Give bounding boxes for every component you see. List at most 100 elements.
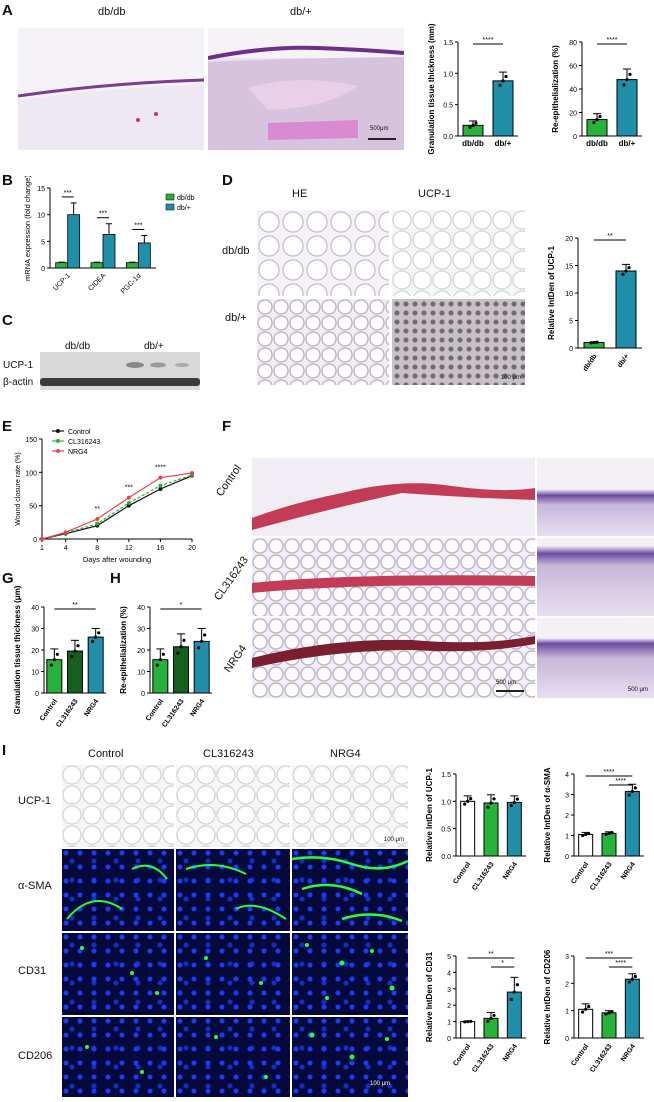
x-tick-label: CL316243 — [161, 698, 186, 729]
data-point — [63, 530, 68, 535]
sig-label: **** — [483, 37, 494, 44]
sig-label: *** — [605, 951, 613, 958]
bar — [152, 659, 169, 694]
data-point — [471, 123, 475, 127]
y-tick-label: 0 — [565, 1036, 569, 1043]
y-axis-label: Granulation tissue thickness (μm) — [13, 585, 22, 714]
y-tick-label: 3 — [565, 793, 569, 800]
data-point — [630, 789, 634, 794]
y-tick-label: 0 — [141, 691, 145, 698]
bar — [578, 1008, 594, 1039]
data-point — [463, 1020, 467, 1024]
data-point — [627, 980, 631, 984]
y-tick-label: 4 — [565, 772, 569, 779]
y-tick-label: 0 — [573, 134, 577, 141]
y-tick-label: 10 — [137, 670, 145, 677]
chart-mrna-expression: 0 5 10 15 mRNA expression (fold change) UCP-1… — [23, 176, 195, 295]
panel-c-row-ucp1: UCP-1 — [3, 360, 34, 371]
y-tick-label: 20 — [31, 648, 39, 655]
y-tick-label: 10 — [31, 670, 39, 677]
y-tick-label: 15 — [565, 264, 573, 271]
panel-a-label-dbplus: db/+ — [290, 6, 312, 18]
bar — [624, 978, 640, 1039]
sig-label: *** — [125, 485, 133, 492]
y-tick-label: 1 — [565, 1009, 569, 1016]
y-tick-label: 20 — [137, 648, 145, 655]
bar — [87, 636, 104, 694]
y-tick-label: 40 — [31, 605, 39, 612]
chart-granulation-dbdb: 0.0 0.5 1.0 1.5 Granulation tissue thickness… — [427, 23, 518, 155]
legend-label: Control — [68, 429, 91, 436]
y-tick-label: 150 — [25, 437, 37, 444]
blot-bands — [40, 362, 200, 386]
sig-label: * — [501, 960, 504, 967]
x-tick-label: PGC-1α — [120, 272, 143, 295]
x-tick-label: db/+ — [617, 353, 631, 369]
bar — [46, 659, 63, 694]
data-point — [587, 831, 591, 836]
panel-i-cd206-control — [62, 1017, 174, 1097]
data-point — [584, 832, 588, 837]
bar — [586, 119, 608, 137]
data-point — [158, 487, 163, 491]
legend-label: db/db — [177, 195, 195, 202]
panel-i-cd31-control — [62, 933, 174, 1015]
data-point — [512, 990, 516, 994]
green-signal — [309, 1032, 389, 1060]
x-tick-label: NRG4 — [620, 1043, 637, 1063]
panel-d-row-dbplus: db/+ — [225, 312, 247, 324]
bar — [624, 790, 640, 857]
sig-label: **** — [604, 769, 615, 776]
data-point — [515, 983, 519, 987]
panel-i-cd31-cl — [176, 933, 290, 1015]
green-signal — [80, 946, 159, 995]
y-axis-label: Relative IntDen of UCP-1 — [547, 246, 556, 340]
data-point — [126, 495, 131, 500]
data-point — [40, 537, 44, 541]
x-tick-label: Control — [570, 861, 590, 885]
sig-label: *** — [134, 222, 142, 229]
data-point — [509, 804, 513, 808]
bar — [483, 802, 499, 857]
bar — [67, 650, 83, 694]
legend-label: CL316243 — [68, 439, 100, 446]
legend-label: NRG4 — [68, 449, 88, 456]
y-tick-label: 0.0 — [441, 854, 451, 861]
bar — [90, 262, 104, 269]
chart-intden-ucp1: 0.0 0.5 1.0 1.5 Relative IntDen of UCP-1 Cont… — [425, 768, 526, 892]
panel-f-cl-zoom — [537, 538, 654, 616]
y-tick-label: 1.5 — [443, 40, 453, 47]
sig-label: * — [180, 602, 183, 609]
y-tick-label: 0 — [35, 691, 39, 698]
tissue-outline — [18, 78, 204, 150]
data-point — [94, 635, 98, 639]
data-point — [468, 125, 472, 130]
y-axis-label: Wound closure rate (%) — [15, 452, 22, 525]
panel-d-ucp1-dbdb — [392, 210, 525, 296]
data-point — [504, 74, 508, 79]
data-point — [501, 79, 505, 83]
x-tick-label: CL316243 — [471, 861, 496, 892]
x-axis-label: Days after wounding — [83, 555, 151, 564]
green-signal — [185, 864, 287, 920]
y-axis-label: Relative IntDen of CD31 — [425, 951, 434, 1042]
data-point — [486, 805, 490, 809]
legend-swatch — [165, 193, 175, 201]
data-point — [492, 797, 496, 801]
data-point — [197, 646, 201, 650]
y-tick-label: 0 — [41, 266, 45, 273]
series-line — [41, 472, 193, 540]
green-signal — [204, 956, 263, 985]
data-point — [589, 341, 593, 345]
y-tick-label: 60 — [569, 64, 577, 71]
panel-i-ucp1-cl — [176, 765, 290, 847]
bar — [102, 234, 116, 269]
data-point — [200, 639, 204, 643]
data-point — [97, 631, 101, 635]
data-point — [91, 639, 95, 643]
bar — [173, 646, 189, 694]
chart-reepithelialization-dbdb: 0 20 40 60 80 Re-epithelialization (%) db/db db… — [551, 37, 642, 148]
panel-f-control-wide — [252, 458, 535, 536]
data-point — [633, 974, 637, 979]
data-point — [581, 833, 585, 838]
